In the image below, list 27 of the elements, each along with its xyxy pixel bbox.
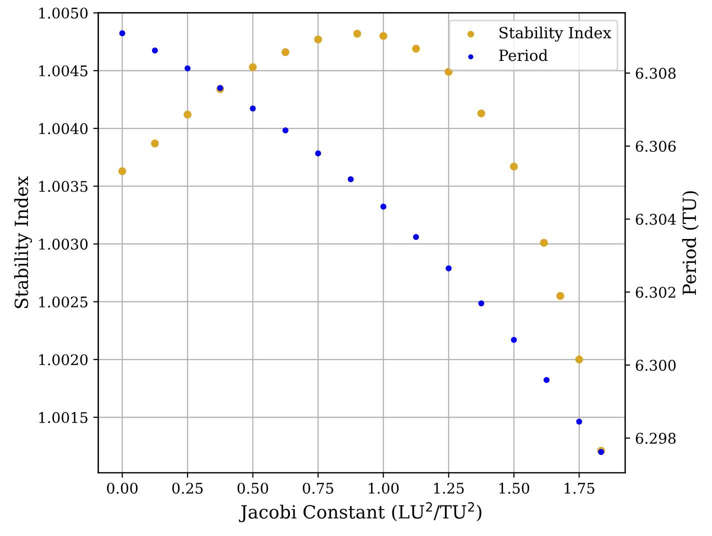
y-tick-label: 1.0045 — [39, 65, 88, 76]
x-tick-label: 1.00 — [368, 482, 399, 494]
x-tick-label: 0.50 — [238, 482, 268, 494]
y-tick-label: 1.0020 — [39, 354, 88, 366]
y-tick-label: 1.0050 — [39, 8, 88, 19]
x-tick-label: 1.75 — [564, 482, 594, 494]
y-tick-label: 1.0015 — [39, 412, 88, 424]
y2-tick-label: 6.300 — [636, 360, 676, 371]
y2-tick-label: 6.298 — [636, 432, 676, 444]
x-tick-label: 1.50 — [499, 482, 530, 494]
x-axis-title: Jacobi Constant (LU$^{2}$/TU$^{2}$) — [238, 502, 482, 522]
x-tick-label: 0.75 — [302, 482, 334, 494]
y-tick-label: 1.0035 — [39, 180, 88, 192]
x-tick-label: 0.25 — [172, 482, 203, 494]
x-tick-label: 1.25 — [434, 482, 464, 494]
legend-label: Period — [499, 49, 548, 62]
y2-tick-label: 6.304 — [636, 214, 676, 225]
y2-tick-label: 6.306 — [636, 140, 676, 152]
x-tick-label: 0.00 — [107, 482, 138, 494]
legend-label: Stability Index — [500, 26, 612, 42]
y-axis-title: Stability Index — [14, 176, 32, 308]
y2-tick-label: 6.302 — [636, 286, 676, 298]
y-tick-label: 1.0025 — [39, 296, 88, 308]
y2-axis-title: Period (TU) — [682, 191, 699, 295]
y-tick-label: 1.0030 — [39, 238, 88, 250]
y-tick-label: 1.0040 — [39, 123, 88, 134]
y2-tick-label: 6.308 — [636, 68, 676, 79]
